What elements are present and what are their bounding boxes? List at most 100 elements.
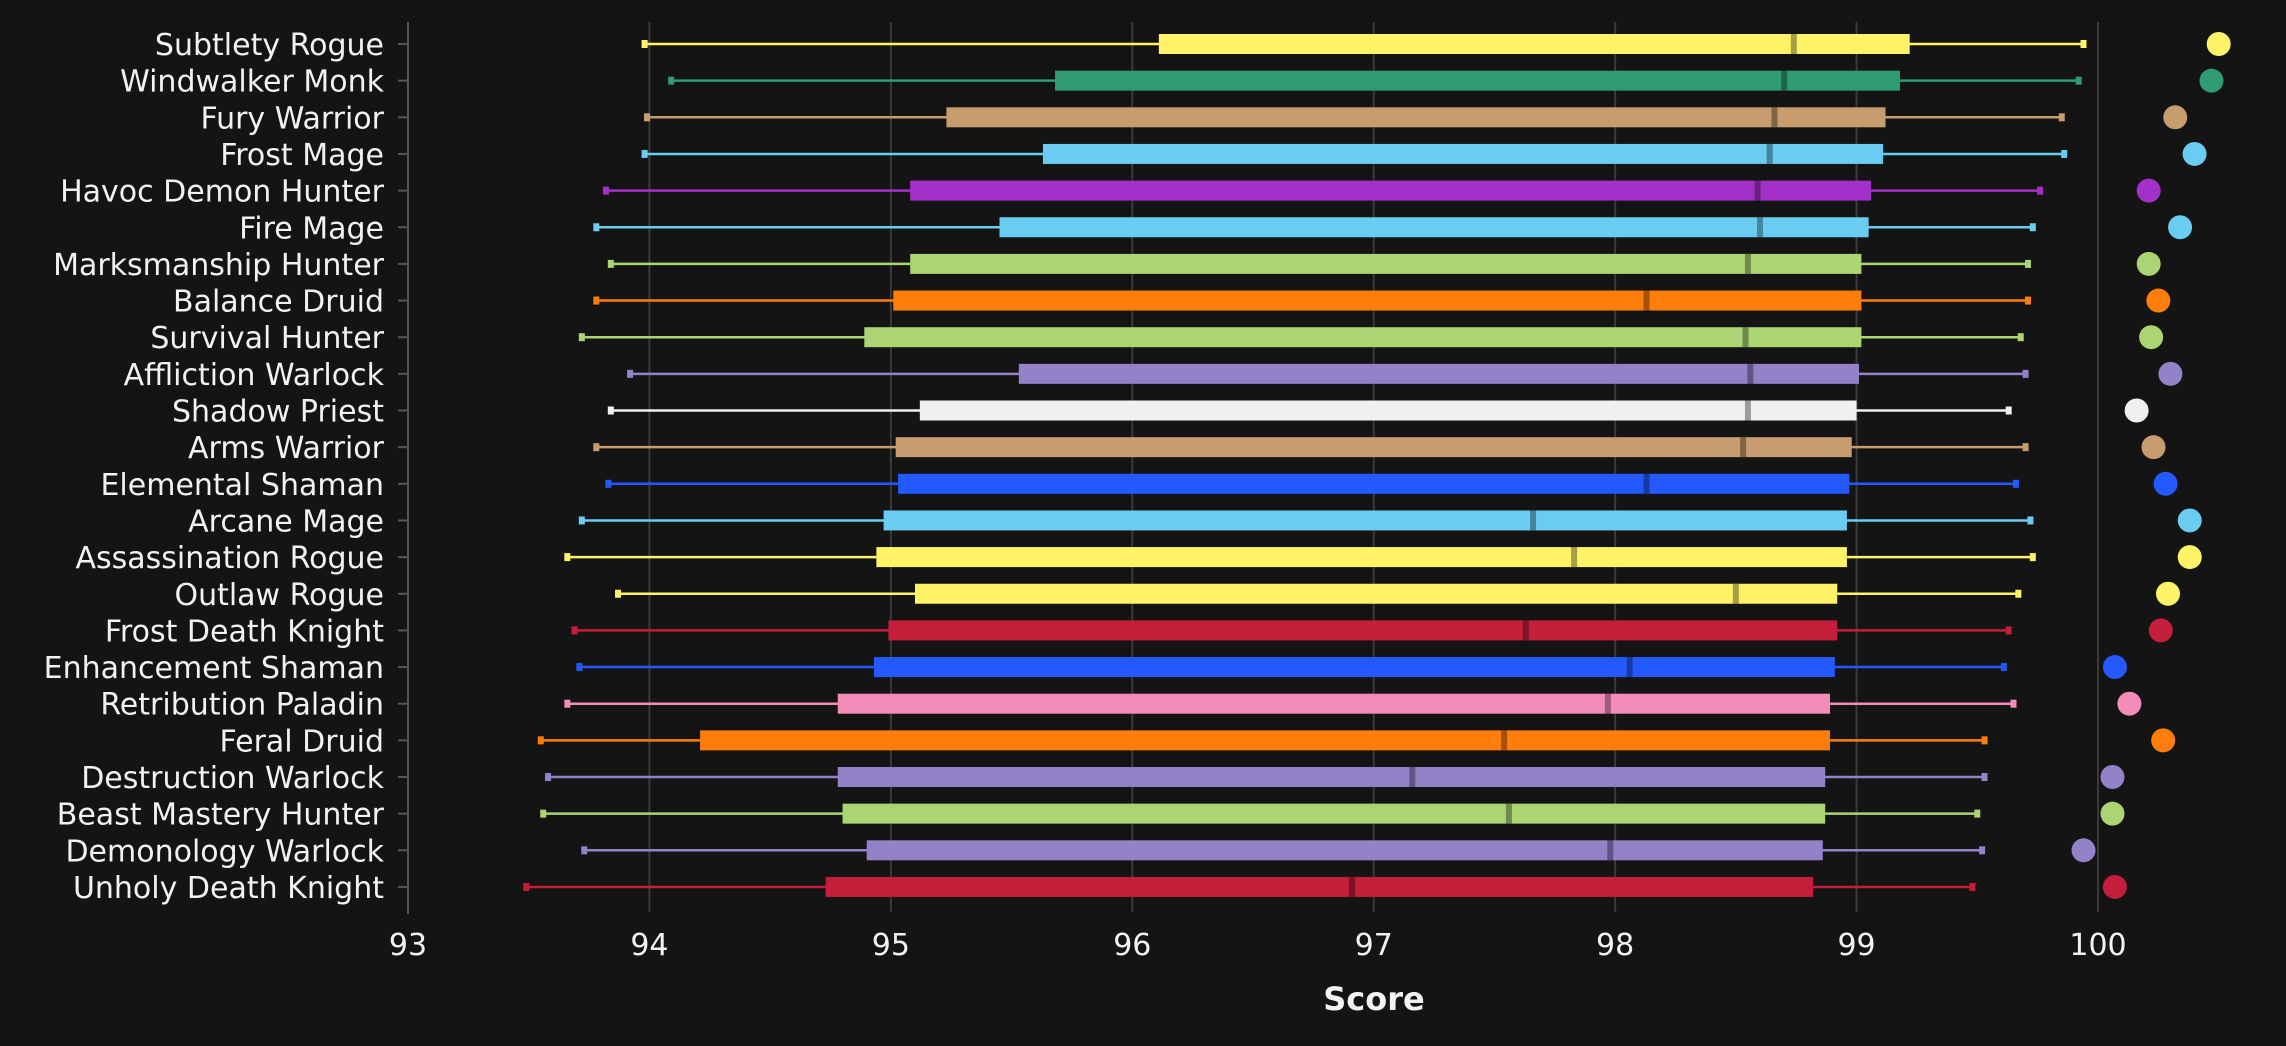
category-label: Shadow Priest <box>172 395 384 430</box>
category-label: Arms Warrior <box>188 431 385 466</box>
whisker-low-cap <box>571 626 578 635</box>
x-axis-title: Score <box>1323 980 1424 1018</box>
iqr-box <box>919 400 1857 421</box>
box-group <box>523 874 2127 899</box>
median-marker <box>1522 620 1529 641</box>
x-tick-label: 93 <box>389 928 427 963</box>
category-label: Subtlety Rogue <box>155 28 384 63</box>
whisker-low-cap <box>545 773 552 781</box>
box-group <box>537 728 2176 753</box>
median-marker <box>1732 583 1739 604</box>
iqr-box <box>910 253 1862 274</box>
whisker-high-cap <box>2080 40 2087 48</box>
top-score-dot <box>2136 178 2161 203</box>
median-marker <box>1604 693 1611 714</box>
top-score-dot <box>2100 801 2125 826</box>
whisker-high-cap <box>2027 516 2034 525</box>
iqr-box <box>883 510 1847 531</box>
median-marker <box>1501 730 1508 751</box>
top-score-dot <box>2136 251 2161 276</box>
whisker-high-cap <box>2061 149 2068 158</box>
top-score-dot <box>2117 691 2142 716</box>
box-group <box>571 618 2173 643</box>
top-score-dot <box>2102 655 2127 680</box>
category-label: Havoc Demon Hunter <box>60 175 385 210</box>
iqr-box <box>999 217 1869 238</box>
median-marker <box>1740 437 1747 458</box>
whisker-high-cap <box>2075 76 2082 85</box>
category-label: Arcane Mage <box>188 504 384 539</box>
whisker-high-cap <box>2012 479 2019 488</box>
median-marker <box>1771 107 1778 128</box>
category-label: Retribution Paladin <box>100 688 384 723</box>
top-score-dot <box>2182 141 2207 166</box>
category-label: Unholy Death Knight <box>73 871 384 906</box>
iqr-box <box>888 620 1838 641</box>
top-score-dot <box>2124 398 2149 423</box>
iqr-box <box>842 803 1826 824</box>
top-score-dot <box>2156 581 2181 606</box>
iqr-box <box>915 583 1838 604</box>
top-score-dot <box>2146 288 2171 313</box>
box-group <box>644 105 2188 130</box>
category-label: Assassination Rogue <box>75 541 384 576</box>
whisker-low-cap <box>576 663 583 672</box>
whisker-low-cap <box>578 333 585 342</box>
category-label: Survival Hunter <box>150 321 384 356</box>
category-label: Marksmanship Hunter <box>53 248 385 283</box>
whisker-high-cap <box>1981 736 1988 745</box>
top-score-dot <box>2151 728 2176 753</box>
median-marker <box>1781 70 1788 91</box>
median-marker <box>1747 363 1754 384</box>
whisker-high-cap <box>2005 406 2012 415</box>
whisker-high-cap <box>2029 223 2036 232</box>
whisker-high-cap <box>2017 333 2024 342</box>
box-group <box>564 691 2142 716</box>
category-label: Windwalker Monk <box>120 65 385 100</box>
x-tick-label: 95 <box>872 928 910 963</box>
whisker-high-cap <box>2029 553 2036 562</box>
box-group <box>668 68 2224 93</box>
whisker-high-cap <box>2022 443 2029 452</box>
x-tick-label: 99 <box>1837 928 1875 963</box>
iqr-box <box>876 547 1847 568</box>
median-marker <box>1348 876 1355 897</box>
whisker-low-cap <box>644 113 651 122</box>
iqr-box <box>864 327 1862 348</box>
box-layer <box>523 32 2231 899</box>
x-tick-label: 96 <box>1113 928 1151 963</box>
iqr-box <box>825 876 1814 897</box>
median-marker <box>1571 547 1578 568</box>
category-label: Enhancement Shaman <box>44 651 384 686</box>
box-group <box>615 581 2181 606</box>
iqr-box <box>1042 143 1884 164</box>
median-marker <box>1505 803 1512 824</box>
whisker-low-cap <box>593 223 600 232</box>
top-score-dot <box>2177 508 2202 533</box>
box-group <box>607 398 2149 423</box>
median-marker <box>1530 510 1537 531</box>
top-score-dot <box>2158 361 2183 386</box>
iqr-box <box>898 473 1850 494</box>
iqr-box <box>700 730 1831 751</box>
iqr-box <box>1158 34 1910 54</box>
box-group <box>641 141 2207 166</box>
whisker-high-cap <box>2022 369 2029 378</box>
category-label: Feral Druid <box>220 724 385 759</box>
iqr-box <box>837 693 1831 714</box>
box-group <box>602 178 2161 203</box>
box-group <box>578 325 2164 350</box>
median-marker <box>1757 217 1763 238</box>
iqr-box <box>866 840 1823 861</box>
box-group <box>578 508 2202 533</box>
top-score-dot <box>2177 545 2202 570</box>
median-marker <box>1626 657 1633 678</box>
whisker-low-cap <box>540 809 547 818</box>
iqr-box <box>1055 70 1901 91</box>
box-group <box>581 838 2096 863</box>
top-score-dot <box>2199 68 2224 93</box>
median-marker <box>1790 34 1797 54</box>
median-marker <box>1744 400 1751 421</box>
x-tick-label: 97 <box>1355 928 1393 963</box>
iqr-box <box>910 180 1872 201</box>
